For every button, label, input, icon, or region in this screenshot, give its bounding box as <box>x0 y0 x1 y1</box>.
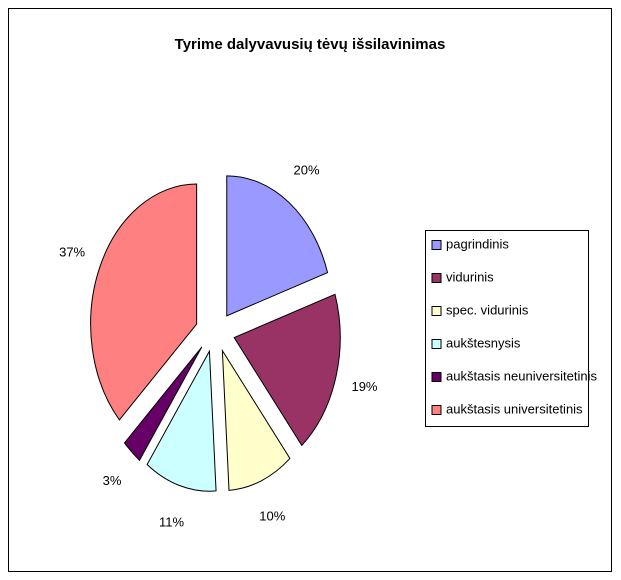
pie-slice <box>90 183 198 421</box>
legend-label: spec. vidurinis <box>446 302 529 317</box>
data-label: 19% <box>351 379 377 394</box>
legend-swatch <box>431 405 442 415</box>
pie-slice <box>226 175 329 317</box>
legend-label: aukštasis neuniversitetinis <box>446 368 598 383</box>
legend-swatch <box>431 339 442 349</box>
pie-slice <box>146 349 217 492</box>
data-label: 37% <box>59 244 85 259</box>
data-label: 3% <box>103 473 122 488</box>
legend-swatch <box>431 372 442 382</box>
legend-label: aukštesnysis <box>446 335 521 350</box>
legend-label: vidurinis <box>446 269 494 284</box>
legend-label: pagrindinis <box>446 236 509 251</box>
legend-swatch <box>431 306 442 316</box>
legend-box <box>425 230 589 427</box>
legend-swatch <box>431 240 442 250</box>
pie-slice <box>123 346 203 462</box>
pie-slice <box>221 348 291 491</box>
pie-slice <box>233 293 341 447</box>
chart-title: Tyrime dalyvavusių tėvų išsilavinimas <box>175 36 446 53</box>
legend-label: aukštasis universitetinis <box>446 401 583 416</box>
data-label: 20% <box>293 162 319 177</box>
data-label: 10% <box>259 509 285 524</box>
data-label: 11% <box>159 515 184 530</box>
legend-swatch <box>431 273 442 283</box>
